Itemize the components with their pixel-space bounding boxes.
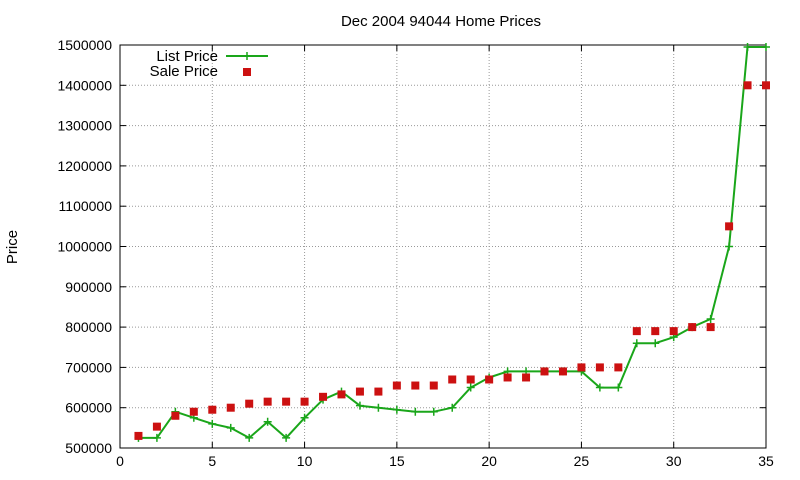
y-tick-label: 1000000 — [57, 239, 112, 255]
list-price-point — [725, 242, 734, 251]
list-price-point — [706, 315, 715, 324]
list-price-point — [595, 383, 604, 392]
sale-price-point — [706, 323, 715, 332]
list-price-point — [411, 407, 420, 416]
list-price-point — [245, 433, 254, 442]
list-price-point — [208, 419, 217, 428]
sale-price-point — [577, 363, 586, 372]
list-price-point — [762, 43, 770, 52]
x-tick-label: 5 — [208, 453, 216, 469]
list-price-point — [300, 413, 309, 422]
sale-price-point — [448, 375, 457, 384]
list-price-point — [448, 403, 457, 412]
sale-price-point — [614, 363, 623, 372]
series-layer — [134, 43, 770, 442]
x-tick-label: 0 — [116, 453, 124, 469]
legend-marker-list-price — [243, 52, 251, 60]
sale-price-point — [485, 375, 494, 384]
y-tick-label: 1300000 — [57, 118, 112, 134]
sale-price-point — [762, 81, 770, 90]
y-tick-label: 600000 — [65, 400, 112, 416]
list-price-point — [226, 423, 235, 432]
sale-price-point — [522, 373, 531, 382]
sale-price-point — [725, 222, 734, 231]
sale-price-point — [245, 399, 254, 408]
sale-price-point — [595, 363, 604, 372]
sale-price-point — [319, 392, 328, 401]
x-tick-label: 10 — [297, 453, 313, 469]
legend-label-sale-price: Sale Price — [150, 63, 218, 80]
y-tick-label: 800000 — [65, 319, 112, 335]
chart-title: Dec 2004 94044 Home Prices — [341, 13, 541, 30]
y-axis-label: Price — [4, 230, 21, 264]
sale-price-point — [392, 381, 401, 390]
sale-price-point — [171, 411, 180, 420]
sale-price-point — [282, 397, 291, 406]
sale-price-point — [411, 381, 420, 390]
legend: List Price Sale Price — [150, 48, 268, 80]
list-price-point — [743, 43, 752, 52]
list-price-point — [263, 417, 272, 426]
sale-price-point — [152, 422, 161, 431]
sale-price-point — [503, 373, 512, 382]
y-tick-label: 700000 — [65, 359, 112, 375]
list-price-point — [392, 405, 401, 414]
sale-price-point — [189, 407, 198, 416]
sale-price-point — [337, 390, 346, 399]
y-tick-label: 900000 — [65, 279, 112, 295]
y-tick-label: 1500000 — [57, 37, 112, 53]
sale-price-point — [263, 397, 272, 406]
sale-price-point — [558, 367, 567, 376]
x-tick-label: 30 — [666, 453, 682, 469]
list-price-point — [466, 383, 475, 392]
list-price-point — [355, 401, 364, 410]
list-price-point — [152, 433, 161, 442]
sale-price-point — [134, 431, 143, 440]
list-price-point — [429, 407, 438, 416]
x-tick-label: 25 — [574, 453, 590, 469]
sale-price-point — [688, 323, 697, 332]
list-price-point — [282, 433, 291, 442]
y-tick-label: 500000 — [65, 440, 112, 456]
sale-price-point — [226, 403, 235, 412]
list-price-point — [614, 383, 623, 392]
sale-price-point — [300, 397, 309, 406]
sale-price-point — [743, 81, 752, 90]
sale-price-point — [632, 327, 641, 336]
ticks-layer: 0 5 10 15 20 25 30 35 500000 600000 700000 800000 90… — [57, 37, 774, 469]
x-tick-label: 15 — [389, 453, 405, 469]
y-tick-label: 1400000 — [57, 77, 112, 93]
legend-marker-sale-price — [243, 68, 251, 76]
x-tick-label: 35 — [758, 453, 774, 469]
sale-price-point — [540, 367, 549, 376]
grid-layer — [120, 45, 766, 448]
sale-price-point — [208, 405, 217, 414]
sale-price-point — [355, 387, 364, 396]
sale-price-point — [429, 381, 438, 390]
x-tick-label: 20 — [481, 453, 497, 469]
sale-price-point — [669, 327, 678, 336]
sale-price-point — [651, 327, 660, 336]
list-price-point — [651, 339, 660, 348]
list-price-point — [374, 403, 383, 412]
y-tick-label: 1200000 — [57, 158, 112, 174]
sale-price-point — [374, 387, 383, 396]
sale-price-point — [466, 375, 475, 384]
y-tick-label: 1100000 — [59, 198, 113, 214]
legend-label-list-price: List Price — [156, 48, 218, 65]
list-price-point — [632, 339, 641, 348]
